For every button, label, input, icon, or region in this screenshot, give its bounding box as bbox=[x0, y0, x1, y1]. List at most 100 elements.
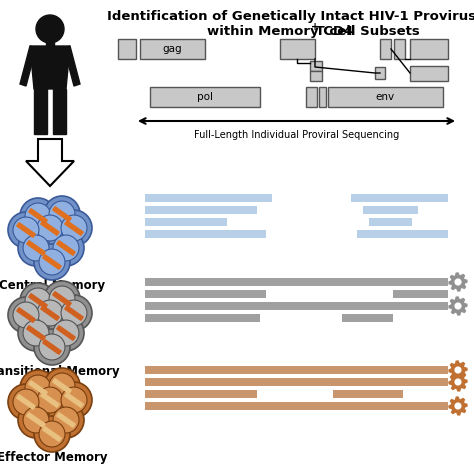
Polygon shape bbox=[30, 46, 70, 89]
Circle shape bbox=[32, 382, 68, 418]
Bar bbox=[145, 278, 448, 286]
Polygon shape bbox=[53, 89, 66, 134]
Bar bbox=[140, 39, 205, 59]
Bar bbox=[380, 39, 391, 59]
FancyArrow shape bbox=[27, 413, 45, 427]
Circle shape bbox=[23, 407, 49, 433]
FancyArrow shape bbox=[57, 413, 75, 427]
Circle shape bbox=[455, 403, 461, 409]
Circle shape bbox=[23, 235, 49, 261]
Polygon shape bbox=[34, 89, 47, 134]
Circle shape bbox=[455, 367, 461, 373]
Bar bbox=[118, 39, 136, 59]
Text: env: env bbox=[375, 92, 394, 102]
Circle shape bbox=[20, 198, 56, 234]
Circle shape bbox=[53, 235, 79, 261]
FancyArrow shape bbox=[29, 209, 47, 223]
Circle shape bbox=[44, 196, 80, 232]
Text: Effector Memory: Effector Memory bbox=[0, 452, 107, 465]
Circle shape bbox=[25, 288, 51, 314]
Circle shape bbox=[53, 320, 79, 346]
Bar bbox=[351, 194, 448, 202]
Circle shape bbox=[49, 373, 75, 399]
Circle shape bbox=[44, 281, 80, 317]
Polygon shape bbox=[449, 373, 467, 391]
Bar bbox=[145, 302, 448, 310]
Bar bbox=[145, 378, 448, 386]
FancyArrow shape bbox=[17, 395, 35, 410]
Bar bbox=[394, 39, 405, 59]
Bar bbox=[145, 366, 448, 374]
Bar bbox=[410, 66, 448, 81]
FancyArrow shape bbox=[53, 379, 71, 393]
FancyArrow shape bbox=[65, 306, 83, 320]
Bar bbox=[342, 314, 393, 322]
Bar bbox=[280, 39, 315, 59]
Polygon shape bbox=[20, 46, 36, 86]
Text: gag: gag bbox=[162, 44, 182, 54]
Circle shape bbox=[455, 379, 461, 385]
Text: T cell Subsets: T cell Subsets bbox=[311, 25, 420, 37]
Circle shape bbox=[56, 210, 92, 246]
Circle shape bbox=[37, 300, 63, 326]
FancyArrow shape bbox=[65, 221, 83, 235]
Circle shape bbox=[37, 387, 63, 413]
FancyArrow shape bbox=[43, 427, 61, 441]
Circle shape bbox=[48, 315, 84, 351]
Bar bbox=[150, 87, 260, 107]
Circle shape bbox=[18, 315, 54, 351]
Bar bbox=[328, 87, 443, 107]
Polygon shape bbox=[64, 46, 80, 86]
FancyArrow shape bbox=[43, 255, 61, 269]
Polygon shape bbox=[449, 273, 467, 291]
Polygon shape bbox=[449, 397, 467, 415]
FancyArrow shape bbox=[41, 392, 59, 407]
Circle shape bbox=[13, 217, 39, 243]
Text: Transitional Memory: Transitional Memory bbox=[0, 365, 120, 377]
FancyArrow shape bbox=[27, 326, 45, 340]
Circle shape bbox=[39, 334, 65, 360]
Bar bbox=[319, 87, 326, 107]
Circle shape bbox=[48, 402, 84, 438]
Circle shape bbox=[49, 201, 75, 227]
Text: Full-Length Individual Proviral Sequencing: Full-Length Individual Proviral Sequenci… bbox=[194, 130, 399, 140]
Bar bbox=[375, 67, 385, 79]
Circle shape bbox=[23, 320, 49, 346]
Circle shape bbox=[8, 384, 44, 420]
Bar bbox=[145, 230, 266, 238]
FancyArrow shape bbox=[57, 241, 75, 255]
Circle shape bbox=[61, 387, 87, 413]
Polygon shape bbox=[449, 361, 467, 379]
Polygon shape bbox=[449, 297, 467, 315]
Text: pol: pol bbox=[197, 92, 213, 102]
Circle shape bbox=[32, 295, 68, 331]
FancyArrow shape bbox=[17, 308, 35, 322]
FancyArrow shape bbox=[57, 326, 75, 340]
FancyArrow shape bbox=[65, 392, 83, 407]
Circle shape bbox=[39, 421, 65, 447]
Bar bbox=[310, 61, 322, 71]
Circle shape bbox=[20, 283, 56, 319]
FancyArrow shape bbox=[43, 340, 61, 354]
FancyArrow shape bbox=[27, 241, 45, 255]
Circle shape bbox=[39, 249, 65, 275]
Circle shape bbox=[56, 295, 92, 331]
Circle shape bbox=[13, 302, 39, 328]
Bar bbox=[393, 290, 448, 298]
Circle shape bbox=[25, 203, 51, 229]
Bar bbox=[357, 230, 448, 238]
FancyArrow shape bbox=[29, 381, 47, 395]
Circle shape bbox=[34, 244, 70, 280]
Text: Identification of Genetically Intact HIV-1 Proviruses: Identification of Genetically Intact HIV… bbox=[107, 9, 474, 22]
Circle shape bbox=[56, 382, 92, 418]
FancyArrow shape bbox=[17, 223, 35, 237]
Bar bbox=[145, 290, 266, 298]
Text: +: + bbox=[311, 22, 319, 32]
Circle shape bbox=[49, 286, 75, 312]
Bar bbox=[363, 206, 418, 214]
Bar bbox=[310, 71, 322, 81]
Circle shape bbox=[34, 329, 70, 365]
Circle shape bbox=[44, 368, 80, 404]
FancyArrow shape bbox=[29, 294, 47, 308]
Circle shape bbox=[34, 416, 70, 452]
